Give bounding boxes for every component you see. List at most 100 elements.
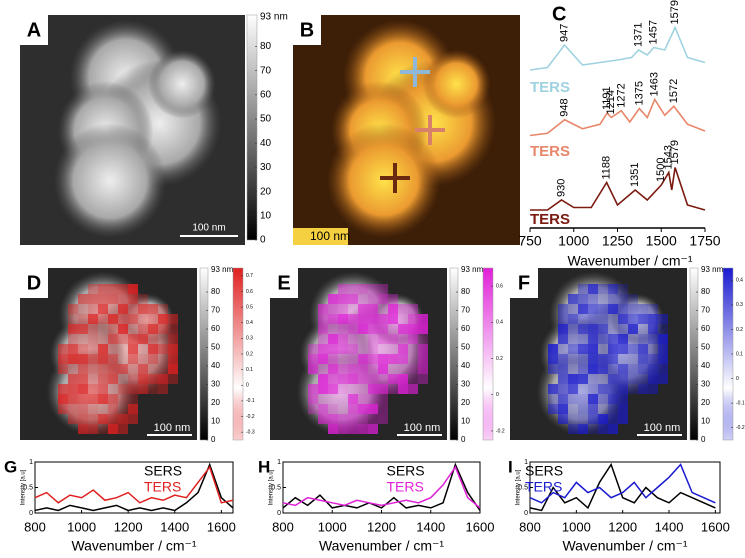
map-pixel <box>328 294 338 304</box>
map-pixel <box>348 344 358 354</box>
particle <box>148 49 216 119</box>
map-pixel <box>338 314 348 324</box>
map-pixel <box>578 374 588 384</box>
map-pixel <box>418 374 428 384</box>
map-pixel <box>618 324 628 334</box>
map-pixel <box>568 344 578 354</box>
map-pixel <box>618 294 628 304</box>
map-pixel <box>648 314 658 324</box>
map-pixel <box>328 404 338 414</box>
y-tick-label: 0 <box>277 510 281 517</box>
x-tick-label: 1000 <box>562 519 591 534</box>
map-pixel <box>578 304 588 314</box>
map-pixel <box>68 404 78 414</box>
map-pixel <box>648 304 658 314</box>
colorbar-tick-label: 70 <box>701 306 710 315</box>
map-pixel <box>628 314 638 324</box>
map-pixel <box>378 324 388 334</box>
map-pixel <box>348 304 358 314</box>
peak-label: 930 <box>555 179 567 197</box>
x-axis-label: Wavenumber / cm⁻¹ <box>562 538 687 554</box>
map-pixel <box>118 394 128 404</box>
map-pixel <box>88 304 98 314</box>
map-pixel <box>308 394 318 404</box>
map-pixel <box>88 344 98 354</box>
map-pixel <box>588 334 598 344</box>
map-pixel <box>568 294 578 304</box>
map-pixel <box>318 404 328 414</box>
map-pixel <box>418 334 428 344</box>
colorbar-tick-label: 0.4 <box>246 320 253 326</box>
x-tick-label: 1000 <box>558 233 589 249</box>
map-pixel <box>558 394 568 404</box>
map-pixel <box>608 344 618 354</box>
y-tick-label: 1 <box>29 459 33 466</box>
map-pixel <box>418 364 428 374</box>
map-pixel <box>408 314 418 324</box>
map-pixel <box>328 414 338 424</box>
colorbar <box>246 14 258 241</box>
colorbar-tick-label: 60 <box>260 89 272 100</box>
map-pixel <box>408 324 418 334</box>
map-pixel <box>98 424 108 434</box>
map-pixel <box>308 344 318 354</box>
map-pixel <box>608 424 618 434</box>
map-pixel <box>68 354 78 364</box>
map-pixel <box>338 344 348 354</box>
y-tick-label: 0.5 <box>518 484 528 491</box>
map-pixel <box>108 334 118 344</box>
map-pixel <box>128 294 138 304</box>
map-pixel <box>378 384 388 394</box>
map-pixel <box>588 354 598 364</box>
y-axis-label: Intensity [a.u] <box>21 469 27 505</box>
map-pixel <box>568 374 578 384</box>
map-pixel <box>658 314 668 324</box>
map-pixel <box>348 404 358 414</box>
map-pixel <box>328 314 338 324</box>
trace-label: TERS <box>530 143 570 160</box>
colorbar-tick-label: 0.2 <box>736 327 743 333</box>
map-pixel <box>108 354 118 364</box>
panel-label-box <box>20 268 48 298</box>
map-pixel <box>378 354 388 364</box>
map-pixel <box>608 324 618 334</box>
map-pixel <box>98 314 108 324</box>
map-pixel <box>388 354 398 364</box>
map-pixel <box>68 364 78 374</box>
map-pixel <box>628 344 638 354</box>
map-pixel <box>628 294 638 304</box>
map-pixel <box>98 364 108 374</box>
map-pixel <box>588 414 598 424</box>
colorbar-tick-label: 0.1 <box>246 367 253 373</box>
map-pixel <box>128 324 138 334</box>
colorbar-tick-label: -0.2 <box>246 414 255 420</box>
map-pixel <box>568 334 578 344</box>
map-pixel <box>418 344 428 354</box>
map-pixel <box>618 344 628 354</box>
map-pixel <box>558 354 568 364</box>
colorbar-tick-label: 30 <box>701 380 710 389</box>
map-pixel <box>368 394 378 404</box>
map-pixel <box>118 304 128 314</box>
map-pixel <box>588 284 598 294</box>
colorbar-tick-label: -0.1 <box>246 398 255 404</box>
map-pixel <box>598 334 608 344</box>
map-pixel <box>578 424 588 434</box>
map-pixel <box>638 384 648 394</box>
plot-frame <box>34 461 234 514</box>
map-pixel <box>638 314 648 324</box>
map-pixel <box>338 284 348 294</box>
map-pixel <box>148 364 158 374</box>
map-pixel <box>78 364 88 374</box>
colorbar-tick-label: 80 <box>461 287 470 296</box>
map-pixel <box>78 314 88 324</box>
map-pixel <box>598 344 608 354</box>
scale-bar-label: 100 nm <box>404 422 441 434</box>
map-pixel <box>608 384 618 394</box>
peak-label: 1579 <box>669 140 681 164</box>
x-tick-label: 1600 <box>466 519 495 534</box>
y-tick-label: 0 <box>524 510 528 517</box>
spectrum <box>34 462 234 512</box>
map-pixel <box>568 394 578 404</box>
